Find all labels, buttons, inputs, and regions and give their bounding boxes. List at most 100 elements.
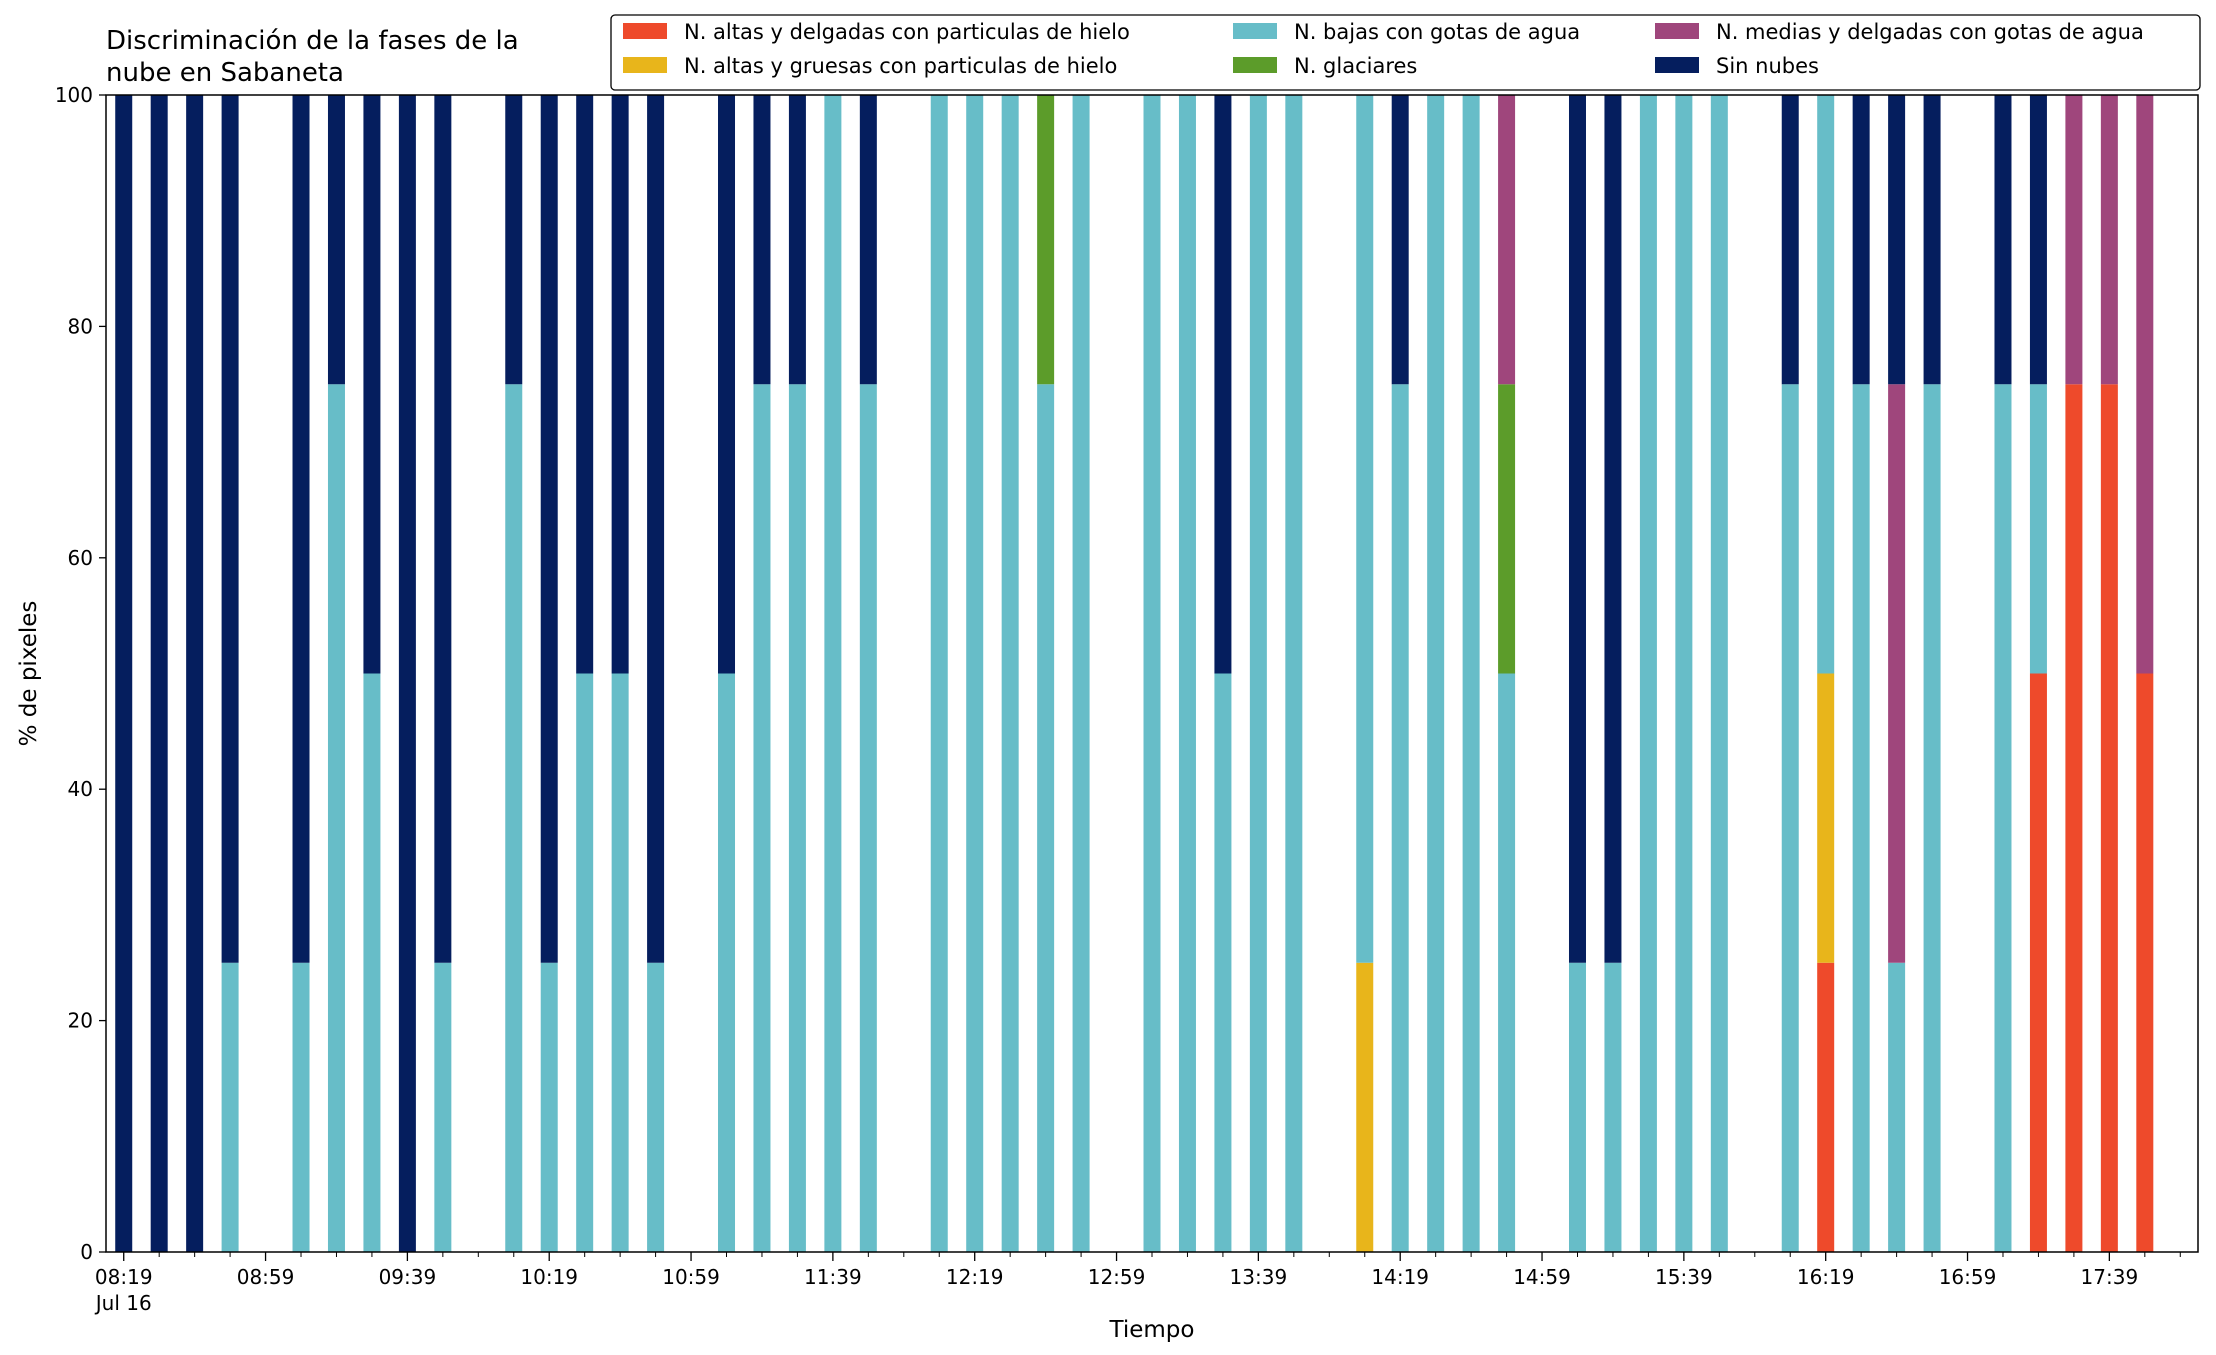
bar-segment-sin_nubes xyxy=(221,95,239,963)
bar-segment-alt_delg_hielo xyxy=(2136,673,2154,1252)
bar-segment-bajas_agua xyxy=(1462,95,1480,1252)
legend-swatch-bajas_agua xyxy=(1233,23,1277,39)
bar-segment-bajas_agua xyxy=(1072,95,1090,1252)
bar-segment-bajas_agua xyxy=(753,384,771,1252)
bar-segment-alt_grue_hielo xyxy=(1817,673,1835,963)
bar-segment-bajas_agua xyxy=(540,962,558,1252)
bar-segment-bajas_agua xyxy=(1852,384,1870,1252)
bar-segment-sin_nubes xyxy=(363,95,381,674)
bar-segment-sin_nubes xyxy=(1391,95,1409,385)
bar-segment-bajas_agua xyxy=(221,962,239,1252)
bar-segment-bajas_agua xyxy=(363,673,381,1252)
y-tick-label: 100 xyxy=(55,83,93,107)
bar-segment-sin_nubes xyxy=(1888,95,1906,385)
legend-swatch-alt_delg_hielo xyxy=(623,23,667,39)
legend-label-alt_delg_hielo: N. altas y delgadas con particulas de hi… xyxy=(684,20,1130,44)
y-tick-label: 80 xyxy=(68,314,93,338)
bar-segment-bajas_agua xyxy=(1604,962,1622,1252)
bar-segment-medias_agua xyxy=(2065,95,2083,385)
y-tick-label: 20 xyxy=(68,1009,93,1033)
legend-swatch-glaciares xyxy=(1233,57,1277,73)
bar-segment-medias_agua xyxy=(2100,95,2118,385)
bar-segment-bajas_agua xyxy=(1568,962,1586,1252)
bar-segment-sin_nubes xyxy=(540,95,558,963)
x-tick-label: 10:19 xyxy=(520,1265,578,1289)
bar-segment-sin_nubes xyxy=(115,95,133,1252)
chart-title-line-1: Discriminación de la fases de la xyxy=(106,26,519,56)
bar-segment-bajas_agua xyxy=(1427,95,1445,1252)
bar-segment-bajas_agua xyxy=(788,384,806,1252)
bar-segment-bajas_agua xyxy=(434,962,452,1252)
bar-segment-alt_delg_hielo xyxy=(2065,384,2083,1252)
bar-segment-sin_nubes xyxy=(1604,95,1622,963)
bar-segment-sin_nubes xyxy=(788,95,806,385)
y-tick-label: 40 xyxy=(68,777,93,801)
bar-segment-bajas_agua xyxy=(1356,95,1374,963)
bar-segment-sin_nubes xyxy=(647,95,665,963)
bar-segment-medias_agua xyxy=(2136,95,2154,674)
bar-segment-bajas_agua xyxy=(930,95,948,1252)
legend-label-alt_grue_hielo: N. altas y gruesas con particulas de hie… xyxy=(684,54,1117,78)
bar-segment-bajas_agua xyxy=(1249,95,1267,1252)
x-tick-label: 09:39 xyxy=(379,1265,437,1289)
bar-segment-alt_delg_hielo xyxy=(2029,673,2047,1252)
legend-swatch-sin_nubes xyxy=(1655,57,1699,73)
y-axis-label: % de pixeles xyxy=(16,601,42,747)
bars-layer xyxy=(115,95,2154,1252)
bar-segment-bajas_agua xyxy=(505,384,523,1252)
legend-label-sin_nubes: Sin nubes xyxy=(1716,54,1819,78)
bar-segment-sin_nubes xyxy=(1568,95,1586,963)
bar-segment-bajas_agua xyxy=(1178,95,1196,1252)
bar-segment-sin_nubes xyxy=(186,95,204,1252)
legend-frame xyxy=(610,14,2201,91)
legend-label-bajas_agua: N. bajas con gotas de agua xyxy=(1294,20,1580,44)
bar-segment-sin_nubes xyxy=(150,95,168,1252)
bar-segment-sin_nubes xyxy=(1214,95,1232,674)
bar-segment-bajas_agua xyxy=(1143,95,1161,1252)
x-tick-label: 14:59 xyxy=(1513,1265,1571,1289)
x-tick-sublabel: Jul 16 xyxy=(94,1291,152,1315)
bar-segment-sin_nubes xyxy=(576,95,594,674)
bar-segment-bajas_agua xyxy=(1214,673,1232,1252)
bar-segment-bajas_agua xyxy=(1498,673,1516,1252)
bar-segment-alt_delg_hielo xyxy=(2100,384,2118,1252)
x-tick-label: 16:19 xyxy=(1797,1265,1855,1289)
x-tick-label: 10:59 xyxy=(662,1265,720,1289)
bar-segment-bajas_agua xyxy=(718,673,736,1252)
bar-segment-sin_nubes xyxy=(327,95,345,385)
bar-segment-glaciares xyxy=(1498,384,1516,674)
legend-label-medias_agua: N. medias y delgadas con gotas de agua xyxy=(1716,20,2144,44)
bar-segment-bajas_agua xyxy=(1675,95,1693,1252)
bar-segment-sin_nubes xyxy=(398,95,416,1252)
bar-segment-sin_nubes xyxy=(505,95,523,385)
bar-segment-bajas_agua xyxy=(611,673,629,1252)
y-tick-label: 60 xyxy=(68,546,93,570)
x-tick-label: 12:59 xyxy=(1088,1265,1146,1289)
bar-segment-alt_grue_hielo xyxy=(1356,962,1374,1252)
bar-segment-bajas_agua xyxy=(1391,384,1409,1252)
bar-segment-sin_nubes xyxy=(1994,95,2012,385)
bar-segment-sin_nubes xyxy=(611,95,629,674)
bar-segment-glaciares xyxy=(1037,95,1055,385)
bar-segment-bajas_agua xyxy=(824,95,842,1252)
bar-segment-bajas_agua xyxy=(966,95,984,1252)
chart-title-line-2: nube en Sabaneta xyxy=(106,58,344,88)
bar-segment-bajas_agua xyxy=(2029,384,2047,674)
x-tick-label: 08:59 xyxy=(237,1265,295,1289)
x-tick-label: 12:19 xyxy=(946,1265,1004,1289)
bar-segment-bajas_agua xyxy=(1037,384,1055,1252)
legend-label-glaciares: N. glaciares xyxy=(1294,54,1417,78)
bar-segment-medias_agua xyxy=(1498,95,1516,385)
bar-segment-sin_nubes xyxy=(1852,95,1870,385)
bar-segment-bajas_agua xyxy=(1923,384,1941,1252)
legend-swatch-medias_agua xyxy=(1655,23,1699,39)
bar-segment-bajas_agua xyxy=(1710,95,1728,1252)
x-tick-label: 08:19 xyxy=(95,1265,153,1289)
bar-segment-sin_nubes xyxy=(1781,95,1799,385)
bar-segment-bajas_agua xyxy=(327,384,345,1252)
bar-segment-bajas_agua xyxy=(576,673,594,1252)
y-tick-label: 0 xyxy=(80,1240,93,1264)
bar-segment-sin_nubes xyxy=(859,95,877,385)
bar-segment-bajas_agua xyxy=(1001,95,1019,1252)
x-tick-label: 13:39 xyxy=(1230,1265,1288,1289)
